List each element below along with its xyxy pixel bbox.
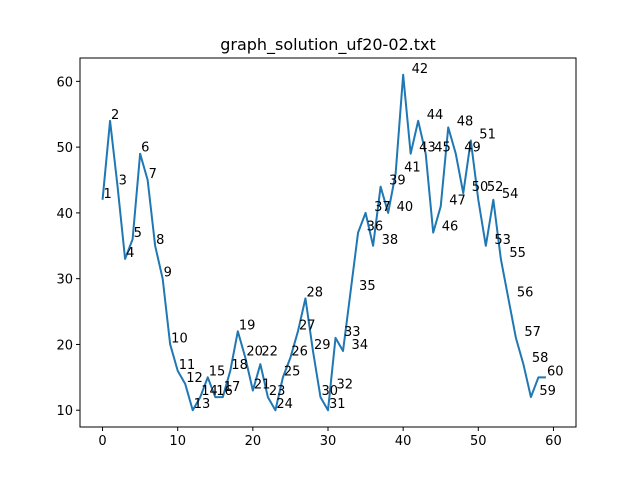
point-label: 30 <box>321 384 338 399</box>
plot-area <box>101 73 546 412</box>
point-label: 21 <box>254 377 271 392</box>
point-label: 3 <box>119 174 127 189</box>
point-label: 52 <box>487 180 504 195</box>
x-tick-label: 0 <box>98 434 106 449</box>
point-label: 27 <box>299 318 316 333</box>
point-label: 56 <box>517 285 534 300</box>
x-tick-label: 60 <box>545 434 562 449</box>
point-label: 11 <box>179 358 196 373</box>
point-label: 55 <box>509 246 526 261</box>
point-label: 40 <box>397 200 414 215</box>
point-label: 59 <box>539 384 556 399</box>
point-label: 42 <box>412 62 429 77</box>
point-label: 35 <box>359 279 376 294</box>
point-label: 12 <box>186 371 203 386</box>
point-label: 57 <box>524 325 541 340</box>
y-tick-label: 40 <box>56 207 73 222</box>
point-label: 28 <box>306 285 323 300</box>
point-label: 4 <box>126 246 134 261</box>
point-label: 1 <box>104 187 112 202</box>
point-label: 46 <box>442 220 459 235</box>
point-label: 53 <box>494 233 511 248</box>
point-label: 45 <box>434 141 451 156</box>
x-tick-label: 30 <box>320 434 337 449</box>
point-label: 2 <box>111 108 119 123</box>
point-label: 37 <box>374 200 391 215</box>
point-label: 49 <box>464 141 481 156</box>
point-label: 47 <box>449 193 466 208</box>
point-label: 50 <box>472 180 489 195</box>
series-line <box>101 73 546 412</box>
point-label: 31 <box>329 397 346 412</box>
point-label: 19 <box>239 318 256 333</box>
point-label: 34 <box>352 338 369 353</box>
point-label: 44 <box>427 108 444 123</box>
point-label: 43 <box>419 141 436 156</box>
point-label: 54 <box>502 187 519 202</box>
chart-title: graph_solution_uf20-02.txt <box>220 35 436 55</box>
point-label: 51 <box>479 128 496 143</box>
point-label: 9 <box>164 266 172 281</box>
point-label: 18 <box>231 358 248 373</box>
x-tick-label: 40 <box>395 434 412 449</box>
y-tick-label: 60 <box>56 75 73 90</box>
point-label: 26 <box>291 345 308 360</box>
x-tick-label: 20 <box>245 434 262 449</box>
point-label: 33 <box>344 325 361 340</box>
point-label: 20 <box>246 345 263 360</box>
point-label: 36 <box>367 220 384 235</box>
point-label: 29 <box>314 338 331 353</box>
y-tick-label: 10 <box>56 404 73 419</box>
point-label: 32 <box>337 377 354 392</box>
point-labels: 1234567891011121314151617181920212223242… <box>104 62 564 412</box>
axes: 0 10 20 30 40 50 60 10 20 30 40 50 60 <box>56 57 577 449</box>
point-label: 16 <box>216 384 233 399</box>
point-label: 6 <box>141 141 149 156</box>
y-tick-label: 20 <box>56 338 73 353</box>
y-tick-label: 50 <box>56 141 73 156</box>
point-label: 38 <box>382 233 399 248</box>
x-tick-label: 10 <box>169 434 186 449</box>
point-label: 58 <box>532 351 549 366</box>
point-label: 25 <box>284 364 301 379</box>
point-label: 60 <box>547 364 564 379</box>
point-label: 13 <box>194 397 211 412</box>
point-label: 7 <box>149 167 157 182</box>
y-tick-label: 30 <box>56 273 73 288</box>
point-label: 41 <box>404 160 421 175</box>
point-label: 15 <box>209 364 226 379</box>
x-tick-label: 50 <box>470 434 487 449</box>
point-label: 48 <box>457 114 474 129</box>
point-label: 14 <box>201 384 218 399</box>
point-label: 8 <box>156 233 164 248</box>
point-label: 22 <box>261 345 278 360</box>
point-label: 39 <box>389 174 406 189</box>
point-label: 5 <box>134 226 142 241</box>
point-label: 24 <box>276 397 293 412</box>
point-label: 23 <box>269 384 286 399</box>
point-label: 17 <box>224 380 241 395</box>
point-label: 10 <box>171 331 188 346</box>
